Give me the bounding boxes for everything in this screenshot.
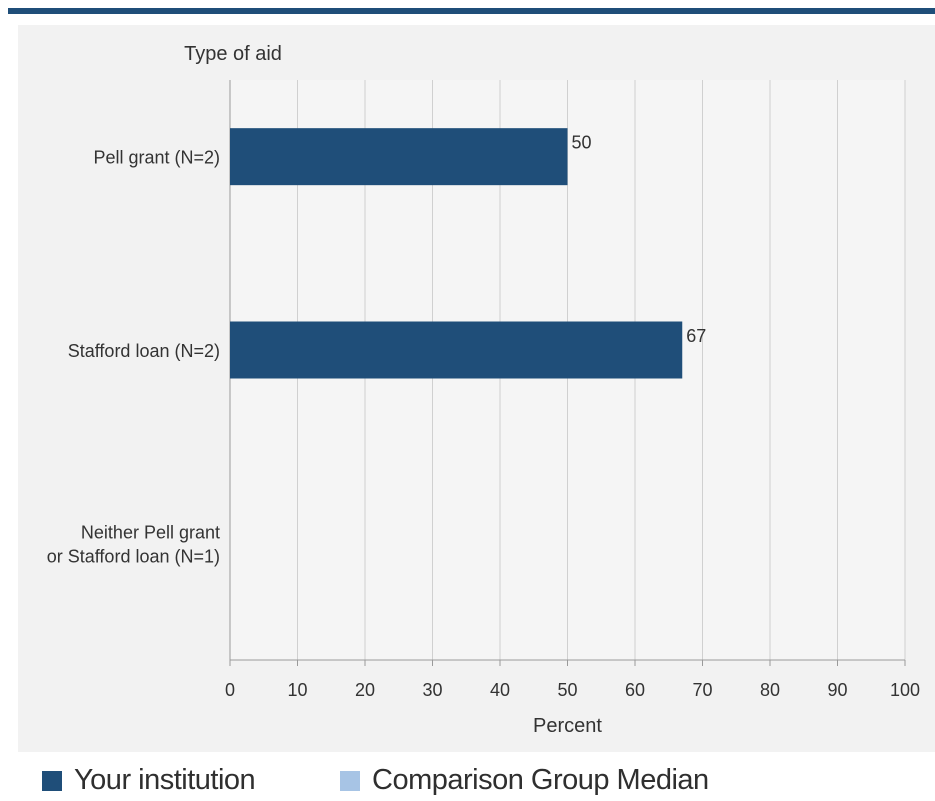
category-label: Pell grant (N=2)	[93, 148, 220, 168]
category-label: Neither Pell grant	[81, 522, 220, 542]
y-axis-title: Type of aid	[184, 43, 282, 65]
x-tick-label: 100	[890, 680, 920, 700]
top-rule	[8, 8, 935, 14]
x-tick-label: 10	[287, 680, 307, 700]
x-tick-label: 50	[557, 680, 577, 700]
legend-swatch-your-institution	[42, 770, 62, 791]
x-tick-label: 20	[355, 680, 375, 700]
category-label: Stafford loan (N=2)	[68, 341, 220, 361]
x-tick-label: 90	[827, 680, 847, 700]
x-tick-label: 60	[625, 680, 645, 700]
bar-chart: 0 10 20 30 40 50 60 70 80 90 100 Percent Type of aid…	[47, 43, 920, 737]
x-tick-label: 80	[760, 680, 780, 700]
x-tick-label: 70	[692, 680, 712, 700]
x-tick-label: 0	[225, 680, 235, 700]
legend-item-your-institution: Your institution	[42, 764, 256, 797]
bar-your-institution	[230, 128, 568, 186]
legend-swatch-comparison-median	[340, 770, 360, 791]
legend-label-your-institution: Your institution	[74, 764, 256, 796]
x-tick-label: 30	[422, 680, 442, 700]
x-axis-title: Percent	[533, 715, 602, 737]
legend-item-comparison-median: Comparison Group Median	[340, 764, 709, 797]
data-label: 50	[572, 133, 592, 153]
data-label: 67	[686, 326, 706, 346]
bar-your-institution	[230, 321, 683, 379]
legend: Your institution Comparison Group Median	[8, 752, 935, 801]
category-label: or Stafford loan (N=1)	[47, 546, 220, 566]
x-tick-label: 40	[490, 680, 510, 700]
legend-label-comparison-median: Comparison Group Median	[372, 764, 709, 796]
